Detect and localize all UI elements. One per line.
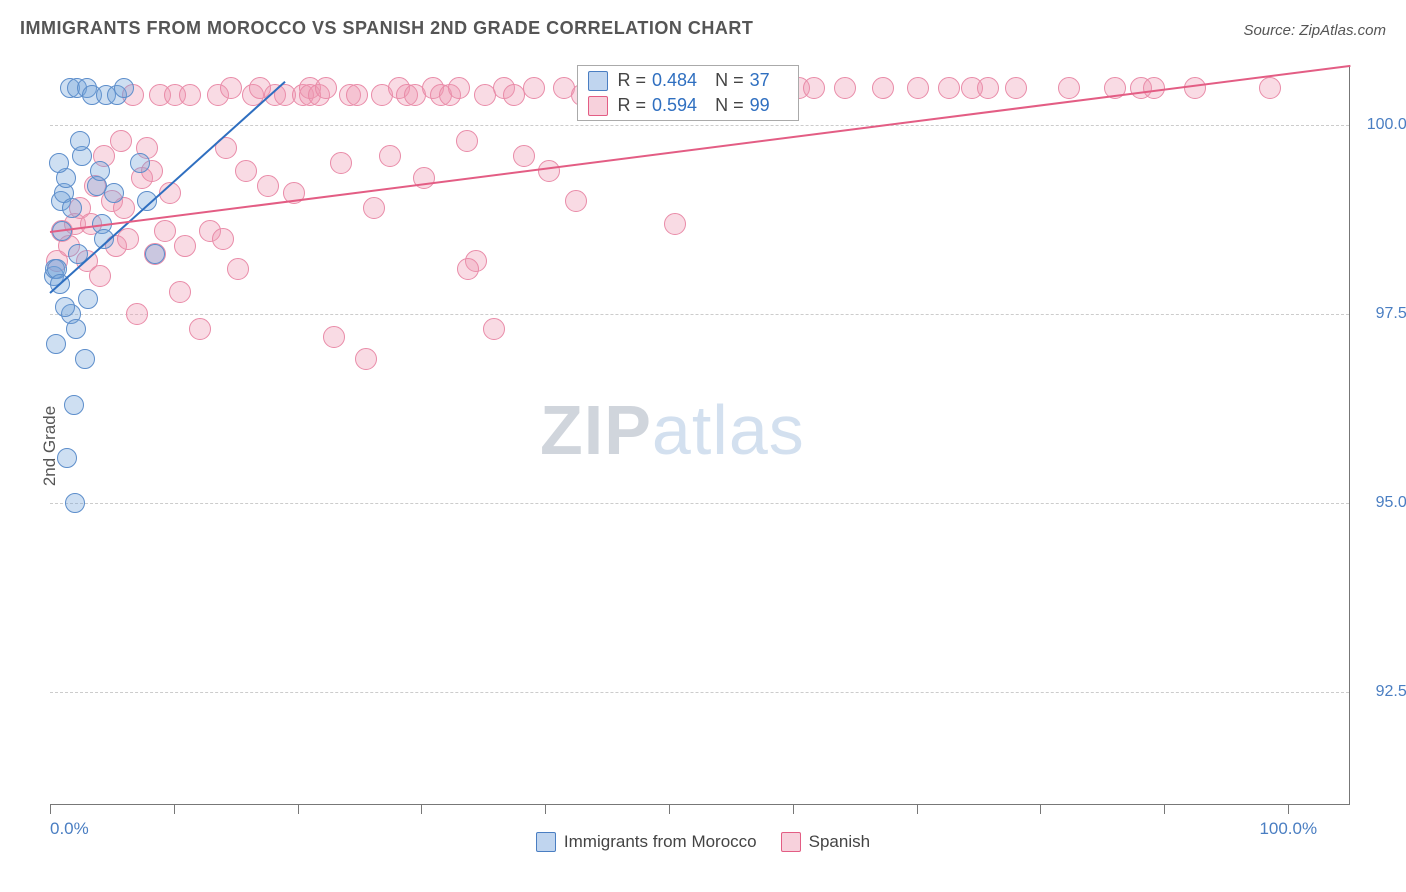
data-point: [938, 77, 960, 99]
data-point: [448, 77, 470, 99]
data-point: [179, 84, 201, 106]
gridline: [50, 125, 1349, 126]
data-point: [1058, 77, 1080, 99]
legend-item: Immigrants from Morocco: [536, 832, 757, 852]
data-point: [872, 77, 894, 99]
data-point: [126, 303, 148, 325]
chart-plot-area: 92.5%95.0%97.5%100.0%0.0%100.0%R =0.484N…: [50, 65, 1350, 805]
data-point: [457, 258, 479, 280]
data-point: [104, 183, 124, 203]
data-point: [456, 130, 478, 152]
data-point: [315, 77, 337, 99]
y-tick-label: 92.5%: [1361, 683, 1406, 701]
data-point: [1143, 77, 1165, 99]
data-point: [523, 77, 545, 99]
bottom-legend: Immigrants from Morocco Spanish: [0, 832, 1406, 857]
x-tick: [1164, 804, 1165, 814]
data-point: [70, 131, 90, 151]
gridline: [50, 503, 1349, 504]
stat-r-value: 0.594: [652, 95, 697, 116]
data-point: [907, 77, 929, 99]
stats-row: R =0.594 N = 99: [578, 93, 798, 118]
data-point: [257, 175, 279, 197]
data-point: [664, 213, 686, 235]
data-point: [235, 160, 257, 182]
data-point: [227, 258, 249, 280]
y-tick-label: 100.0%: [1361, 116, 1406, 134]
stat-r-value: 0.484: [652, 70, 697, 91]
x-tick: [174, 804, 175, 814]
data-point: [90, 161, 110, 181]
x-tick: [917, 804, 918, 814]
x-tick: [669, 804, 670, 814]
x-tick: [1040, 804, 1041, 814]
data-point: [977, 77, 999, 99]
data-point: [1005, 77, 1027, 99]
data-point: [64, 395, 84, 415]
x-tick: [298, 804, 299, 814]
legend-label: Spanish: [809, 832, 870, 852]
data-point: [130, 153, 150, 173]
data-point: [89, 265, 111, 287]
legend-item: Spanish: [781, 832, 870, 852]
data-point: [355, 348, 377, 370]
data-point: [220, 77, 242, 99]
y-tick-label: 97.5%: [1361, 305, 1406, 323]
data-point: [565, 190, 587, 212]
stat-r-label: R =: [618, 70, 647, 91]
data-point: [57, 448, 77, 468]
legend-swatch: [781, 832, 801, 852]
stat-n-label: N =: [715, 70, 744, 91]
gridline: [50, 314, 1349, 315]
x-tick: [421, 804, 422, 814]
data-point: [834, 77, 856, 99]
data-point: [145, 244, 165, 264]
chart-title: IMMIGRANTS FROM MOROCCO VS SPANISH 2ND G…: [20, 18, 753, 39]
data-point: [174, 235, 196, 257]
data-point: [169, 281, 191, 303]
data-point: [49, 153, 69, 173]
data-point: [1259, 77, 1281, 99]
x-tick: [793, 804, 794, 814]
data-point: [513, 145, 535, 167]
stats-box: R =0.484 N = 37 R =0.594 N = 99: [577, 65, 799, 121]
y-tick-label: 95.0%: [1361, 494, 1406, 512]
x-tick: [545, 804, 546, 814]
stats-row: R =0.484 N = 37: [578, 68, 798, 93]
data-point: [114, 78, 134, 98]
data-point: [154, 220, 176, 242]
data-point: [503, 84, 525, 106]
data-point: [474, 84, 496, 106]
legend-label: Immigrants from Morocco: [564, 832, 757, 852]
data-point: [212, 228, 234, 250]
stat-r-label: R =: [618, 95, 647, 116]
data-point: [62, 198, 82, 218]
chart-source: Source: ZipAtlas.com: [1243, 22, 1386, 39]
data-point: [66, 319, 86, 339]
stat-n-label: N =: [715, 95, 744, 116]
data-point: [538, 160, 560, 182]
data-point: [46, 334, 66, 354]
data-point: [803, 77, 825, 99]
data-point: [483, 318, 505, 340]
x-tick: [1288, 804, 1289, 814]
data-point: [363, 197, 385, 219]
stat-n-value: 37: [750, 70, 770, 91]
data-point: [75, 349, 95, 369]
data-point: [65, 493, 85, 513]
gridline: [50, 692, 1349, 693]
stat-n-value: 99: [750, 95, 770, 116]
data-point: [323, 326, 345, 348]
legend-swatch: [588, 96, 608, 116]
data-point: [110, 130, 132, 152]
legend-swatch: [588, 71, 608, 91]
data-point: [78, 289, 98, 309]
x-tick: [50, 804, 51, 814]
data-point: [346, 84, 368, 106]
legend-swatch: [536, 832, 556, 852]
data-point: [330, 152, 352, 174]
data-point: [55, 297, 75, 317]
data-point: [189, 318, 211, 340]
data-point: [379, 145, 401, 167]
